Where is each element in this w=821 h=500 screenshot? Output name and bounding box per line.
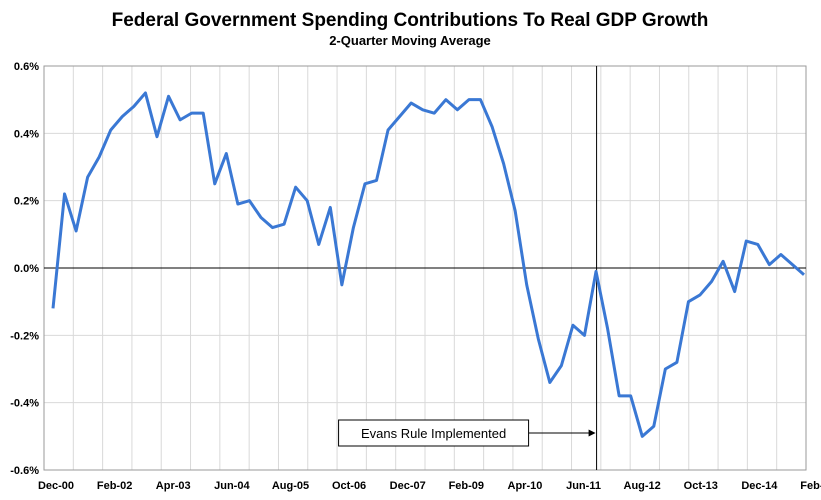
y-tick-label: 0.6% [14,61,39,73]
chart-title: Federal Government Spending Contribution… [112,10,709,31]
x-tick-label: Jun-11 [566,480,601,492]
chart-subtitle: 2-Quarter Moving Average [329,33,491,48]
annotation: Evans Rule Implemented [338,419,596,447]
x-tick-label: Dec-07 [390,480,426,492]
y-tick-label: -0.6% [10,465,39,477]
annotation-text: Evans Rule Implemented [361,426,506,441]
x-tick-label: Feb-02 [97,480,132,492]
series-line [51,91,805,438]
x-axis-tick-labels: Dec-00 Feb-02 Apr-03 Jun-04 Aug-05 Oct-06 Dec-… [38,480,821,492]
y-tick-label: -0.4% [10,398,39,410]
x-tick-label: Dec-14 [741,480,778,492]
y-tick-label: 0.4% [14,128,39,140]
y-tick-label: 0.0% [14,263,39,275]
annotation-box [338,419,530,447]
x-tick-label: Oct-13 [684,480,718,492]
x-tick-label: Oct-06 [332,480,366,492]
y-tick-label: 0.2% [14,196,39,208]
x-tick-label: Jun-04 [214,480,250,492]
y-tick-label: -0.2% [10,330,39,342]
x-tick-label: Apr-03 [156,480,191,492]
annotation-arrowhead [588,429,596,437]
x-tick-label: Apr-10 [508,480,543,492]
x-tick-label: Feb-09 [449,480,484,492]
x-tick-label: Dec-00 [38,480,74,492]
x-tick-label: Aug-12 [624,480,661,492]
x-tick-label: Aug-05 [272,480,309,492]
y-axis-tick-labels: 0.6% 0.4% 0.2% 0.0% -0.2% -0.4% -0.6% [10,61,39,477]
x-tick-label: Feb-16 [800,480,821,492]
